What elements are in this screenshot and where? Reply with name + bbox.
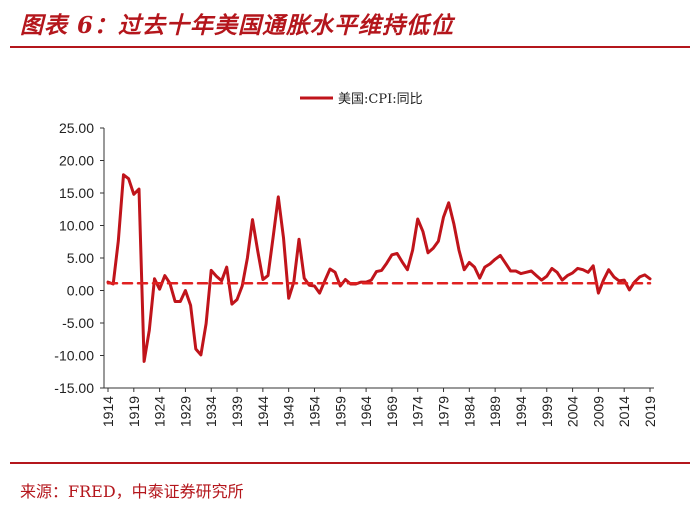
y-tick-label: 0.00 [67, 283, 94, 299]
y-axis: 25.00 20.00 15.00 10.00 5.00 0.00 -5.00 -10.00 -… [54, 120, 105, 396]
x-tick-label: 1959 [332, 396, 348, 427]
x-tick-label: 1974 [410, 396, 426, 427]
x-tick-label: 1969 [384, 396, 400, 427]
x-tick-label: 1939 [229, 396, 245, 427]
x-tick-label: 1984 [461, 396, 477, 427]
y-tick-label: -10.00 [54, 348, 94, 364]
x-tick-label: 1919 [126, 396, 142, 427]
y-tick-label: 15.00 [59, 185, 94, 201]
x-tick-label: 1989 [487, 396, 503, 427]
x-tick-label: 1954 [306, 396, 322, 427]
source-note: 来源：FRED，中泰证券研究所 [20, 482, 244, 501]
x-tick-label: 2014 [616, 396, 632, 427]
series-layer [106, 173, 652, 363]
legend-label: 美国:CPI:同比 [338, 92, 423, 107]
y-tick-label: 10.00 [59, 218, 94, 234]
y-tick-label: 25.00 [59, 120, 94, 136]
y-tick-label: -5.00 [62, 315, 94, 331]
x-tick-label: 2004 [565, 396, 581, 427]
x-tick-label: 1944 [255, 396, 271, 427]
x-axis: 1914 1919 1924 1929 1934 1939 1944 1949 1954 1959… [100, 387, 658, 427]
cpi-yoy-line [106, 173, 652, 363]
x-tick-label: 1929 [177, 396, 193, 427]
x-tick-label: 1934 [203, 396, 219, 427]
source-divider [10, 462, 690, 464]
y-tick-label: 5.00 [67, 250, 94, 266]
x-tick-label: 1979 [436, 396, 452, 427]
x-tick-label: 2019 [642, 396, 658, 427]
cpi-line-chart: 25.00 20.00 15.00 10.00 5.00 0.00 -5.00 -10.00 -… [54, 92, 658, 427]
title-divider [10, 46, 690, 48]
x-tick-label: 2009 [590, 396, 606, 427]
x-tick-label: 1999 [539, 396, 555, 427]
figure-title: 图表 6：过去十年美国通胀水平维持低位 [20, 12, 455, 39]
x-tick-label: 1949 [281, 396, 297, 427]
x-tick-label: 1994 [513, 396, 529, 427]
legend: 美国:CPI:同比 [300, 92, 423, 107]
x-tick-label: 1914 [100, 396, 116, 427]
y-tick-label: 20.00 [59, 153, 94, 169]
y-tick-label: -15.00 [54, 380, 94, 396]
x-tick-label: 1964 [358, 396, 374, 427]
x-tick-label: 1924 [152, 396, 168, 427]
